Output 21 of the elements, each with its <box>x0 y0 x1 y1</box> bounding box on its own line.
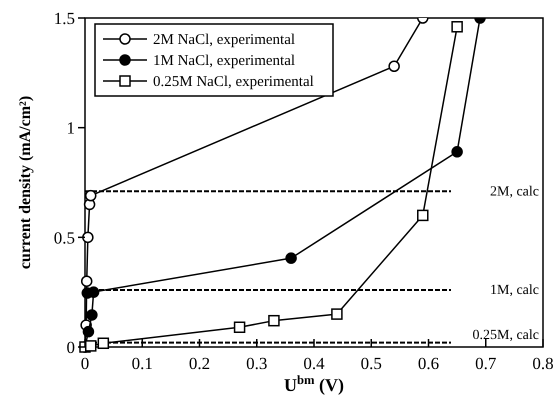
x-axis-title: U$^{bm}$ (V) <box>284 373 344 395</box>
x-tick-label: 0.1 <box>132 354 153 373</box>
x-tick-label: 0.2 <box>188 354 210 373</box>
y-axis-title: current density (mA/cm²) <box>17 96 34 270</box>
x-tick-label: 0 <box>80 354 90 373</box>
y-tick-label: 1.5 <box>54 9 75 28</box>
legend-label: 0.25M NaCl, experimental <box>153 74 314 90</box>
x-tick-label: 0.4 <box>303 354 326 373</box>
y-tick-label: 0.5 <box>54 228 75 248</box>
y-tick-label: 0 <box>66 338 75 357</box>
ref-line-label: 2M, calc <box>490 184 539 200</box>
x-tick-label: 0.8 <box>532 354 554 373</box>
legend-label: 2M NaCl, experimental <box>153 32 296 48</box>
ref-line-label: 0.25M, calc <box>472 328 539 343</box>
y-tick-label: 1 <box>66 118 75 138</box>
legend-label: 1M NaCl, experimental <box>153 53 296 69</box>
x-tick-label: 0.3 <box>246 354 268 373</box>
x-tick-label: 0.7 <box>475 354 497 373</box>
x-tick-label: 0.6 <box>418 354 440 373</box>
x-tick-label: 0.5 <box>360 354 382 373</box>
ref-line-label: 1M, calc <box>490 282 539 298</box>
